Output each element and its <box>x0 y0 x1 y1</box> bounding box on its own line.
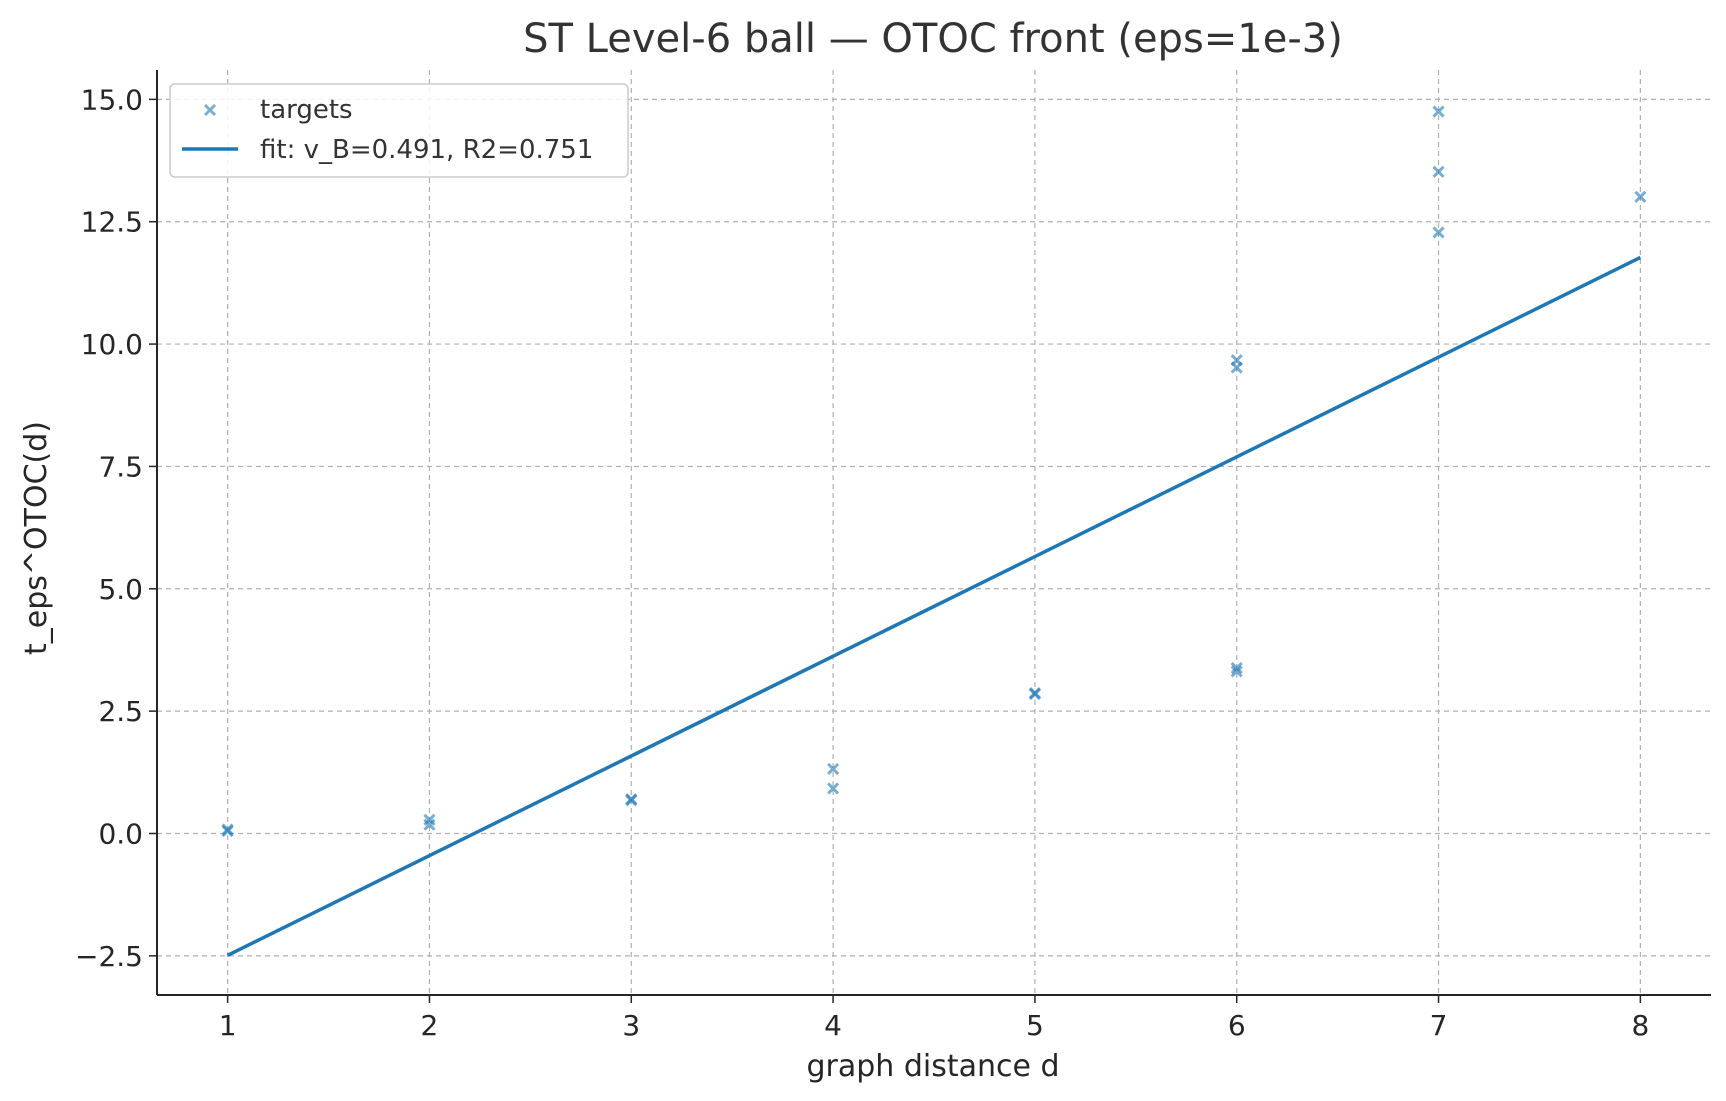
legend-label-fit: fit: v_B=0.491, R2=0.751 <box>260 135 593 165</box>
legend-scatter-marker <box>203 103 217 117</box>
x-tick-label: 8 <box>1631 1009 1649 1042</box>
fit-line <box>226 255 1642 957</box>
scatter-points-layer <box>221 105 1647 838</box>
y-axis-title: t_eps^OTOC(d) <box>19 421 54 655</box>
legend-box <box>169 83 629 178</box>
scatter-point <box>1230 665 1243 678</box>
scatter-point <box>423 813 436 826</box>
scatter-point <box>625 794 638 807</box>
legend-label-targets: targets <box>260 95 353 125</box>
scatter-point <box>827 762 840 775</box>
scatter-point <box>1230 662 1243 675</box>
scatter-point <box>1432 226 1445 239</box>
scatter-point <box>1432 165 1445 178</box>
scatter-point <box>827 782 840 795</box>
y-tick-label: 0.0 <box>98 817 143 850</box>
x-tick-label: 2 <box>421 1009 439 1042</box>
x-tick-label: 4 <box>824 1009 842 1042</box>
y-tick-label: 5.0 <box>98 573 143 606</box>
scatter-point <box>1634 190 1647 203</box>
x-tick-label: 6 <box>1228 1009 1246 1042</box>
x-axis-title: graph distance d <box>806 1049 1059 1084</box>
fit-line-layer <box>226 255 1642 957</box>
y-tick-label: 7.5 <box>98 450 143 483</box>
scatter-point <box>221 823 234 836</box>
scatter-point <box>1230 354 1243 367</box>
x-tick-label: 5 <box>1026 1009 1044 1042</box>
y-tick-label: −2.5 <box>75 940 143 973</box>
x-tick-label: 1 <box>219 1009 237 1042</box>
scatter-point <box>1432 105 1445 118</box>
y-tick-label: 10.0 <box>81 328 143 361</box>
grid-layer <box>157 70 1711 995</box>
legend: targets fit: v_B=0.491, R2=0.751 <box>169 83 629 178</box>
legend-x-marker <box>203 103 217 117</box>
chart-title: ST Level-6 ball — OTOC front (eps=1e-3) <box>523 16 1343 62</box>
y-tick-label: 12.5 <box>81 206 143 239</box>
axes-layer <box>149 70 1711 1003</box>
y-tick-label: 15.0 <box>81 83 143 116</box>
x-tick-label: 3 <box>622 1009 640 1042</box>
x-tick-label: 7 <box>1430 1009 1448 1042</box>
y-tick-label: 2.5 <box>98 695 143 728</box>
tick-labels-layer: 1 2 3 4 5 6 7 8 −2.5 0.0 2.5 5.0 7.5 10.0 12.5 15.0 <box>75 83 1649 1042</box>
scatter-point <box>1028 687 1041 701</box>
